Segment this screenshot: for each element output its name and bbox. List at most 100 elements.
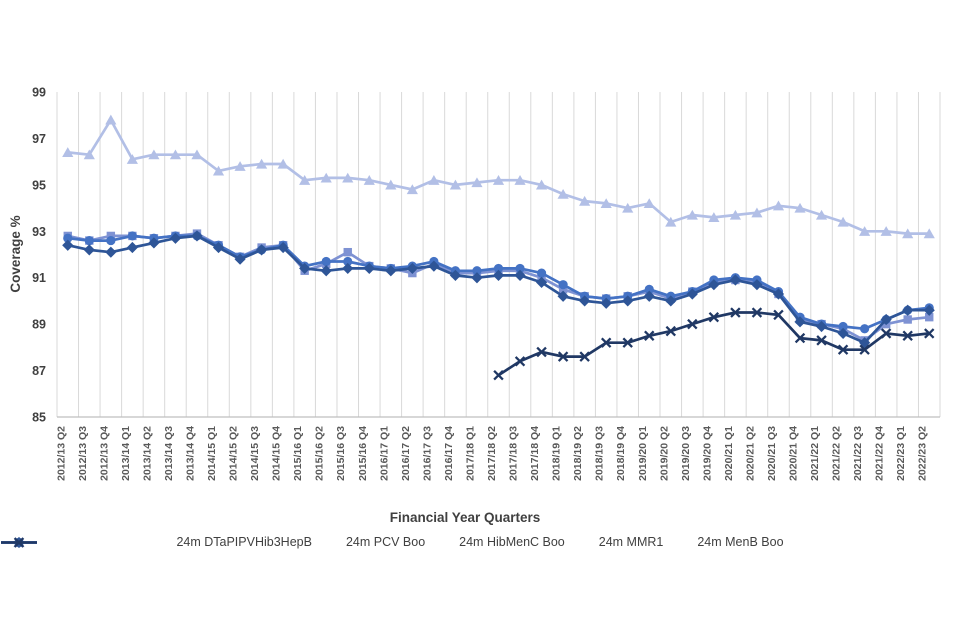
x-tick-label: 2016/17 Q4: [443, 426, 455, 481]
diamond-marker-icon: [665, 295, 677, 307]
diamond-marker-icon: [751, 279, 763, 291]
x-marker-icon: [924, 328, 935, 339]
legend-item-24m-menb-boo: 24m MenB Boo: [1, 535, 784, 549]
triangle-marker-icon: [643, 198, 655, 209]
x-marker-icon: [773, 309, 784, 321]
x-tick-label: 2014/15 Q2: [228, 426, 240, 481]
x-marker-icon: [708, 311, 720, 323]
triangle-marker-icon: [686, 209, 698, 220]
triangle-marker-icon: [859, 226, 871, 236]
diamond-marker-icon: [255, 244, 268, 256]
legend-x-icon: [1, 537, 37, 548]
triangle-marker-icon: [363, 175, 375, 185]
y-tick-label: 93: [32, 225, 46, 239]
x-tick-label: 2016/17 Q1: [378, 426, 390, 481]
triangle-marker-icon: [600, 198, 612, 209]
x-marker-icon: [493, 370, 504, 381]
diamond-marker-icon: [708, 279, 720, 291]
diamond-marker-icon: [772, 288, 785, 300]
x-tick-label: 2012/13 Q3: [77, 426, 89, 481]
x-marker-icon: [665, 325, 677, 337]
y-tick-label: 85: [32, 411, 46, 425]
triangle-marker-icon: [471, 177, 483, 188]
diamond-marker-icon: [449, 269, 462, 281]
triangle-marker-icon: [492, 175, 505, 185]
triangle-marker-icon: [299, 175, 311, 185]
x-marker-icon: [536, 346, 547, 358]
circle-marker-icon: [321, 256, 331, 267]
y-tick-label: 87: [32, 364, 46, 378]
x-tick-label: 2021/22 Q4: [874, 426, 886, 481]
diamond-marker-icon: [579, 295, 591, 307]
series-24m-pcv-boo: [63, 229, 934, 345]
triangle-marker-icon: [191, 149, 203, 160]
diamond-marker-icon: [514, 269, 526, 281]
triangle-marker-icon: [105, 114, 117, 125]
diamond-marker-icon: [492, 269, 505, 281]
x-tick-label: 2013/14 Q2: [141, 426, 153, 481]
x-marker-icon: [902, 330, 913, 341]
x-marker-icon: [687, 318, 698, 330]
circle-marker-icon: [472, 266, 482, 276]
x-tick-label: 2015/16 Q3: [335, 426, 347, 481]
x-axis-title: Financial Year Quarters: [390, 510, 541, 525]
x-tick-label: 2018/19 Q4: [615, 426, 627, 481]
triangle-marker-icon: [794, 202, 806, 213]
x-tick-label: 2021/22 Q2: [831, 426, 843, 481]
diamond-marker-icon: [902, 304, 914, 316]
x-marker-icon: [579, 351, 590, 362]
series-24m-mmr1: [62, 230, 935, 349]
chart-legend: 24m DTaPIPVHib3HepB 24m PCV Boo 24m HibMen…: [0, 535, 960, 549]
x-marker-icon: [644, 330, 655, 341]
triangle-marker-icon: [665, 216, 677, 227]
y-axis-title: Coverage %: [8, 215, 23, 292]
triangle-marker-icon: [729, 209, 742, 220]
circle-marker-icon: [860, 324, 870, 334]
diamond-marker-icon: [729, 274, 742, 286]
triangle-marker-icon: [751, 207, 763, 218]
diamond-marker-icon: [815, 320, 828, 333]
y-tick-label: 99: [32, 86, 46, 100]
square-marker-icon: [903, 315, 912, 324]
diamond-marker-icon: [794, 316, 806, 328]
diamond-marker-icon: [148, 237, 160, 249]
diamond-marker-icon: [622, 295, 634, 307]
circle-marker-icon: [515, 263, 525, 274]
triangle-marker-icon: [62, 147, 74, 157]
x-tick-label: 2019/20 Q3: [680, 426, 692, 481]
circle-marker-icon: [127, 231, 137, 241]
circle-marker-icon: [63, 233, 73, 243]
diamond-marker-icon: [105, 246, 117, 258]
triangle-marker-icon: [126, 154, 138, 164]
x-tick-label: 2017/18 Q1: [464, 426, 476, 481]
triangle-marker-icon: [406, 184, 418, 195]
triangle-marker-icon: [880, 226, 892, 236]
triangle-marker-icon: [342, 172, 354, 183]
diamond-marker-icon: [471, 272, 483, 284]
triangle-marker-icon: [234, 161, 246, 171]
plot-area: 85 87 89 91 93 95 97 99 2012/13 Q2 2012/13 Q3 2012…: [32, 86, 941, 481]
triangle-marker-icon: [772, 200, 785, 211]
x-tick-label: 2018/19 Q2: [572, 426, 584, 481]
legend-label: 24m HibMenC Boo: [459, 535, 565, 549]
y-tick-label: 91: [32, 271, 46, 285]
x-tick-label: 2021/22 Q1: [809, 426, 821, 481]
diamond-marker-icon: [299, 262, 311, 275]
x-tick-label: 2016/17 Q2: [400, 426, 412, 481]
x-tick-label: 2015/16 Q1: [292, 426, 304, 481]
diamond-marker-icon: [385, 265, 397, 277]
x-tick-label: 2013/14 Q3: [163, 426, 175, 481]
x-tick-label: 2018/19 Q3: [594, 426, 606, 481]
x-tick-label: 2019/20 Q4: [701, 426, 713, 481]
legend-label: 24m MenB Boo: [697, 535, 784, 549]
triangle-marker-icon: [902, 228, 914, 239]
x-tick-label: 2012/13 Q2: [55, 426, 67, 481]
diamond-marker-icon: [880, 313, 892, 326]
x-tick-label: 2017/18 Q2: [486, 426, 498, 481]
diamond-marker-icon: [535, 276, 548, 288]
triangle-marker-icon: [148, 149, 160, 160]
circle-marker-icon: [536, 268, 547, 278]
circle-marker-icon: [838, 321, 848, 332]
y-tick-label: 95: [32, 178, 46, 192]
